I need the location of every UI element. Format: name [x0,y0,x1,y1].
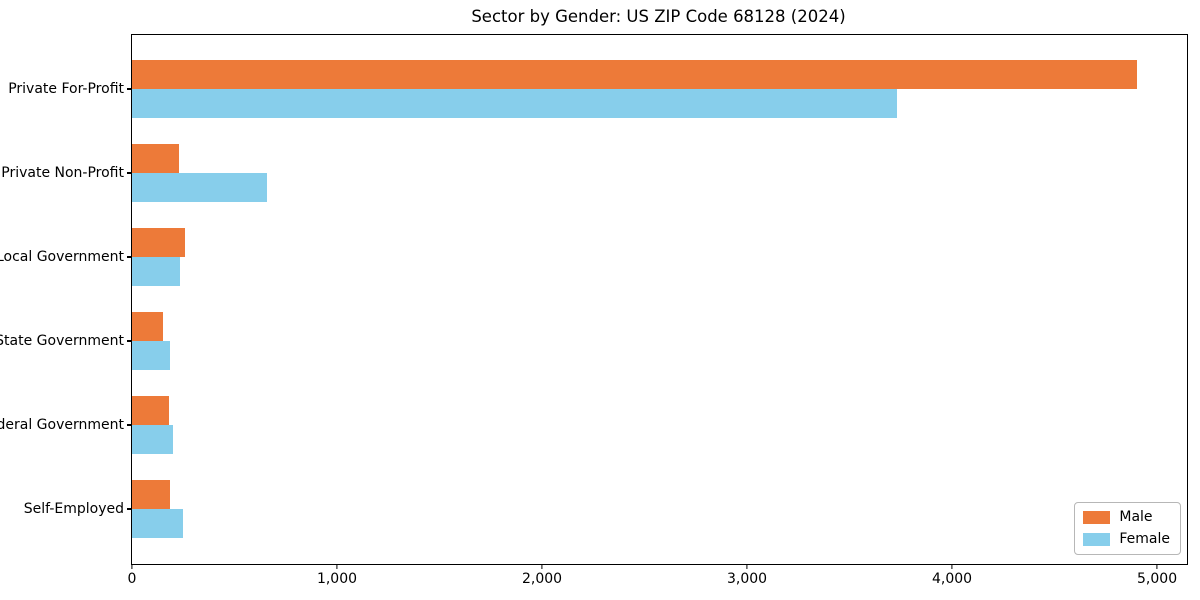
x-tick-label: 5,000 [1137,571,1178,587]
bar-female-state-government [132,341,170,370]
x-tick-mark [746,564,748,569]
plot-area: Private For-Profit Private Non-Profit Loca… [0,34,1188,587]
legend-item-male: Male [1083,510,1170,525]
x-tick-mark [336,564,338,569]
y-tick-mark [127,340,132,342]
x-tick-label: 3,000 [726,571,768,587]
chart-title: Sector by Gender: US ZIP Code 68128 (202… [471,7,846,26]
bar-male-self-employed [132,480,170,509]
bar-female-self-employed [132,509,184,538]
y-tick-mark [127,172,132,174]
y-tick-label: Federal Government [0,417,124,433]
y-tick-label: Private For-Profit [8,81,124,97]
bar-female-federal-government [132,425,173,454]
bar-female-private-non-profit [132,173,268,202]
legend-label-female: Female [1119,531,1170,547]
legend-label-male: Male [1119,509,1153,525]
bar-female-private-for-profit [132,89,897,118]
x-tick-mark [541,564,543,569]
y-tick-label: Self-Employed [23,501,124,517]
bar-male-private-non-profit [132,144,180,173]
legend-swatch-female-icon [1083,533,1111,546]
x-tick-label: 4,000 [932,571,973,587]
y-tick-label: Local Government [0,249,124,265]
x-tick-label: 0 [127,571,137,587]
x-tick-label: 1,000 [316,571,358,587]
y-tick-mark [127,88,132,90]
bar-male-private-for-profit [132,60,1137,89]
x-tick-mark [951,564,953,569]
legend: Male Female [1074,502,1181,555]
x-tick-label: 2,000 [521,571,563,587]
bar-male-local-government [132,228,186,257]
y-tick-mark [127,508,132,510]
y-tick-mark [127,424,132,426]
x-tick-mark [131,564,133,569]
legend-swatch-male-icon [1083,511,1111,524]
y-tick-label: Private Non-Profit [1,165,124,181]
bar-male-state-government [132,312,163,341]
y-tick-mark [127,256,132,258]
bar-male-federal-government [132,396,169,425]
bar-female-local-government [132,257,181,286]
y-tick-label: State Government [0,333,124,349]
x-tick-mark [1156,564,1158,569]
legend-item-female: Female [1083,532,1170,547]
